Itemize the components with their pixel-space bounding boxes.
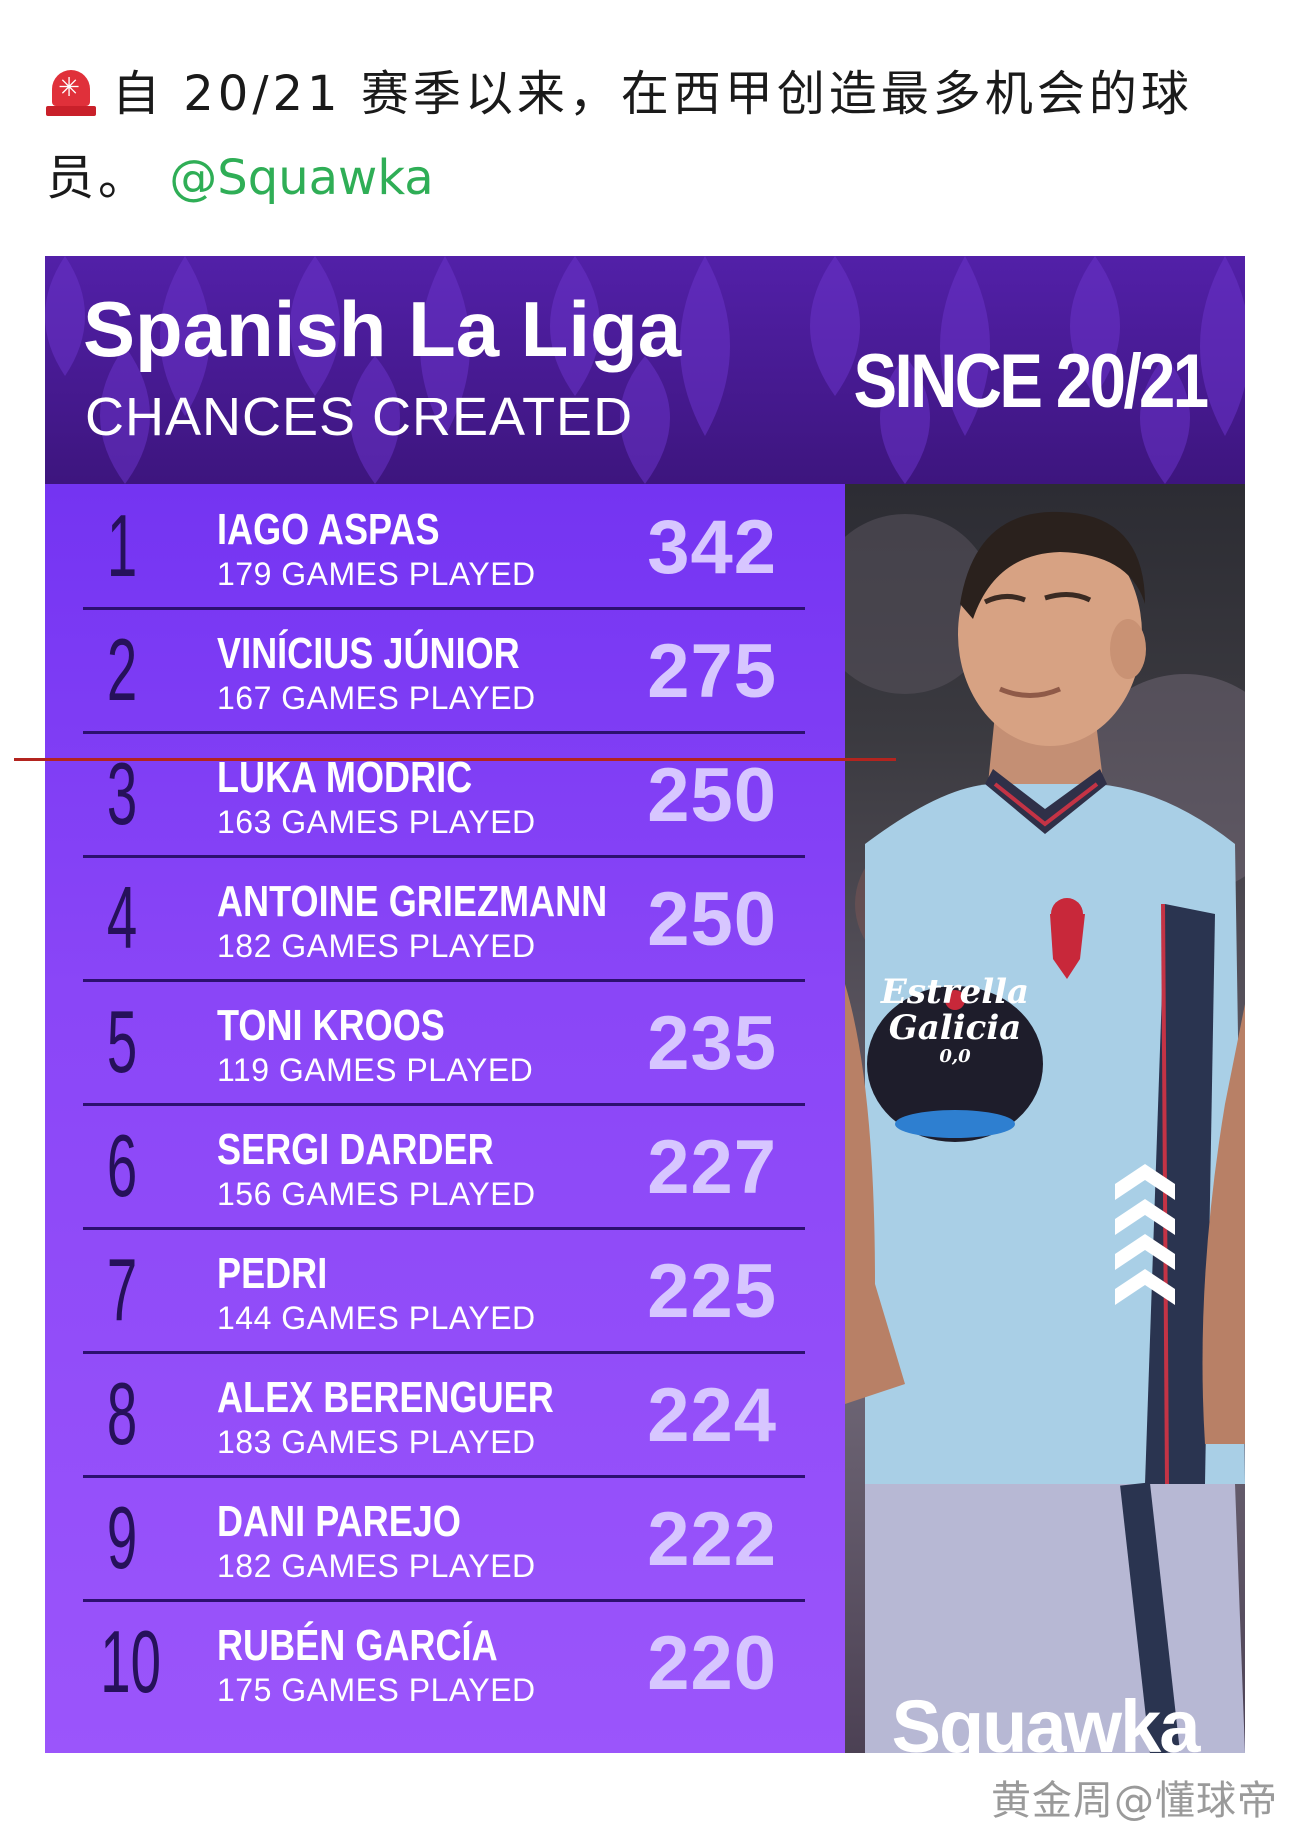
row-divider <box>83 1227 805 1230</box>
season-label: SINCE 20/21 <box>853 339 1210 424</box>
games-played: 175 GAMES PLAYED <box>217 1672 536 1708</box>
row-divider <box>83 979 805 982</box>
mention-link[interactable]: @Squawka <box>169 150 434 206</box>
games-played: 119 GAMES PLAYED <box>217 1052 534 1088</box>
row-divider <box>83 1475 805 1478</box>
chances-value: 222 <box>647 1497 777 1582</box>
games-played: 179 GAMES PLAYED <box>217 556 536 592</box>
ranking-row: 9 DANI PAREJO 182 GAMES PLAYED 222 <box>83 1478 847 1602</box>
row-divider <box>83 855 805 858</box>
chances-value: 250 <box>647 753 777 838</box>
games-played: 144 GAMES PLAYED <box>217 1300 536 1336</box>
graphic-header: Spanish La Liga CHANCES CREATED SINCE 20… <box>45 256 1245 484</box>
row-divider <box>83 607 805 610</box>
ranking-row: 1 IAGO ASPAS 179 GAMES PLAYED 342 <box>83 486 847 610</box>
rank-number: 7 <box>106 1240 138 1339</box>
rank-number: 3 <box>106 744 138 843</box>
games-played: 167 GAMES PLAYED <box>217 680 536 716</box>
player-photo: Estrella Galicia 0,0 <box>845 484 1245 1753</box>
graphic-subtitle: CHANCES CREATED <box>85 387 634 447</box>
ranking-row: 5 TONI KROOS 119 GAMES PLAYED 235 <box>83 982 847 1106</box>
sponsor-line-3: 0,0 <box>939 1046 971 1067</box>
rank-number: 10 <box>100 1612 161 1711</box>
post-body: 自 20/21 赛季以来，在西甲创造最多机会的球员。 <box>46 66 1193 206</box>
row-divider <box>83 1599 805 1602</box>
player-name: DANI PAREJO <box>217 1497 461 1546</box>
player-name: LUKA MODRIC <box>217 753 473 802</box>
chances-value: 227 <box>647 1125 777 1210</box>
post-text: ✳ 自 20/21 赛季以来，在西甲创造最多机会的球员。 @Squawka <box>46 52 1256 220</box>
games-played: 183 GAMES PLAYED <box>217 1424 536 1460</box>
rank-number: 1 <box>106 496 138 595</box>
ranking-row: 3 LUKA MODRIC 163 GAMES PLAYED 250 <box>83 734 847 858</box>
ranking-row: 7 PEDRI 144 GAMES PLAYED 225 <box>83 1230 847 1354</box>
rank-number: 2 <box>106 620 138 719</box>
chances-created-graphic: Spanish La Liga CHANCES CREATED SINCE 20… <box>45 256 1245 1753</box>
row-divider <box>83 1103 805 1106</box>
rank-number: 6 <box>106 1116 138 1215</box>
ranking-row: 4 ANTOINE GRIEZMANN 182 GAMES PLAYED 250 <box>83 858 847 982</box>
ranking-row: 8 ALEX BERENGUER 183 GAMES PLAYED 224 <box>83 1354 847 1478</box>
sponsor-logo: Estrella Galicia 0,0 <box>875 974 1035 1068</box>
chances-value: 220 <box>647 1621 777 1706</box>
watermark: 黄金周@懂球帝 <box>991 1778 1278 1824</box>
player-name: ANTOINE GRIEZMANN <box>217 877 608 926</box>
chances-value: 225 <box>647 1249 777 1334</box>
chances-value: 224 <box>647 1373 777 1458</box>
player-name: TONI KROOS <box>217 1001 445 1050</box>
red-annotation-line <box>14 758 896 761</box>
sponsor-line-1: Estrella <box>880 972 1030 1012</box>
player-name: PEDRI <box>217 1249 328 1298</box>
player-name: VINÍCIUS JÚNIOR <box>217 629 520 678</box>
rank-number: 5 <box>106 992 138 1091</box>
header-pattern <box>45 256 1245 484</box>
chances-value: 235 <box>647 1001 777 1086</box>
player-illustration <box>845 511 1245 1753</box>
player-name: IAGO ASPAS <box>217 505 440 554</box>
siren-icon: ✳ <box>46 66 96 116</box>
rank-number: 9 <box>106 1488 138 1587</box>
games-played: 182 GAMES PLAYED <box>217 928 536 964</box>
games-played: 163 GAMES PLAYED <box>217 804 536 840</box>
ranking-table: 1 IAGO ASPAS 179 GAMES PLAYED 342 2 VINÍCIUS … <box>45 484 845 1753</box>
player-name: ALEX BERENGUER <box>217 1373 554 1422</box>
rank-number: 4 <box>106 868 138 967</box>
graphic-title: Spanish La Liga <box>83 285 682 373</box>
row-divider <box>83 1351 805 1354</box>
player-name: RUBÉN GARCÍA <box>217 1621 498 1670</box>
ranking-row: 6 SERGI DARDER 156 GAMES PLAYED 227 <box>83 1106 847 1230</box>
sponsor-line-2: Galicia <box>888 1008 1022 1048</box>
row-divider <box>83 731 805 734</box>
player-name: SERGI DARDER <box>217 1125 494 1174</box>
rank-number: 8 <box>106 1364 138 1463</box>
squawka-logo: Squawka <box>891 1685 1201 1753</box>
ranking-row: 2 VINÍCIUS JÚNIOR 167 GAMES PLAYED 275 <box>83 610 847 734</box>
games-played: 156 GAMES PLAYED <box>217 1176 536 1212</box>
games-played: 182 GAMES PLAYED <box>217 1548 536 1584</box>
chances-value: 275 <box>647 629 777 714</box>
ranking-row: 10 RUBÉN GARCÍA 175 GAMES PLAYED 220 <box>83 1602 847 1726</box>
chances-value: 342 <box>647 505 777 590</box>
chances-value: 250 <box>647 877 777 962</box>
